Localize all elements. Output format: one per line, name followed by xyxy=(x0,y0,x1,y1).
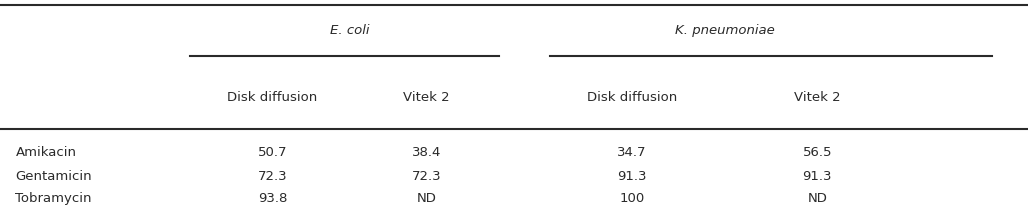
Text: Amikacin: Amikacin xyxy=(15,146,76,159)
Text: 93.8: 93.8 xyxy=(258,192,287,205)
Text: Gentamicin: Gentamicin xyxy=(15,170,93,183)
Text: Vitek 2: Vitek 2 xyxy=(794,91,841,104)
Text: K. pneumoniae: K. pneumoniae xyxy=(674,24,775,37)
Text: Disk diffusion: Disk diffusion xyxy=(227,91,318,104)
Text: 56.5: 56.5 xyxy=(803,146,832,159)
Text: 34.7: 34.7 xyxy=(618,146,647,159)
Text: 72.3: 72.3 xyxy=(412,170,441,183)
Text: ND: ND xyxy=(807,192,828,205)
Text: 100: 100 xyxy=(620,192,645,205)
Text: 72.3: 72.3 xyxy=(258,170,287,183)
Text: 91.3: 91.3 xyxy=(803,170,832,183)
Text: Tobramycin: Tobramycin xyxy=(15,192,91,205)
Text: Vitek 2: Vitek 2 xyxy=(403,91,450,104)
Text: 38.4: 38.4 xyxy=(412,146,441,159)
Text: Disk diffusion: Disk diffusion xyxy=(587,91,677,104)
Text: 91.3: 91.3 xyxy=(618,170,647,183)
Text: E. coli: E. coli xyxy=(330,24,369,37)
Text: 50.7: 50.7 xyxy=(258,146,287,159)
Text: ND: ND xyxy=(416,192,437,205)
